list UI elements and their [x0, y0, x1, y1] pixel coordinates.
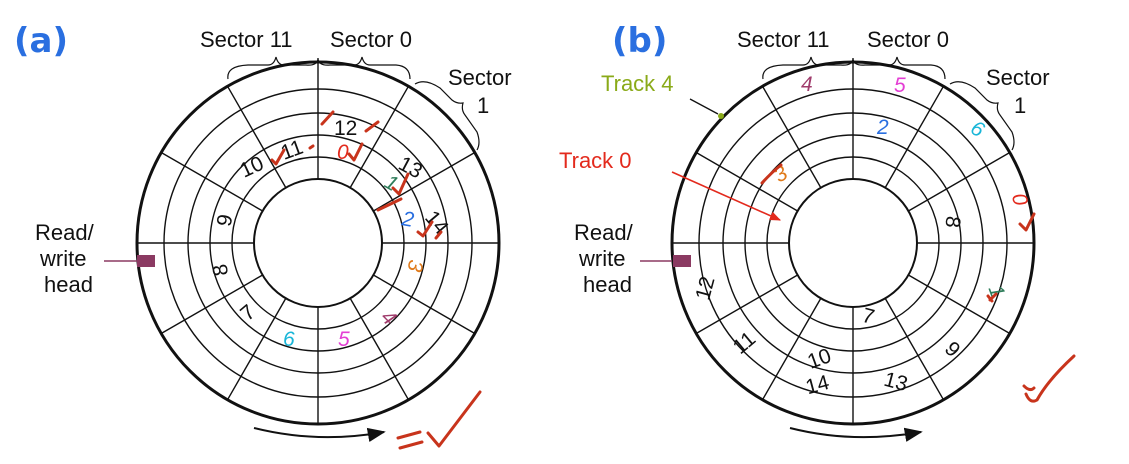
number-b-0: 0: [1007, 191, 1032, 209]
brace-sector-0-a: [317, 56, 411, 80]
number-12: 12: [334, 117, 357, 140]
panel-b: (b) Sector 11 Sector 0 Sector: [559, 21, 1076, 442]
head-label-a-line3: head: [44, 272, 93, 297]
read-write-head-b: [673, 255, 691, 267]
track-4-pointer: [689, 98, 719, 115]
number-0: 0: [337, 141, 349, 164]
number-4: 4: [376, 306, 401, 331]
number-b-5: 5: [894, 74, 906, 97]
number-8: 8: [209, 262, 234, 278]
read-write-head-a: [137, 255, 155, 267]
number-b-7: 7: [860, 304, 877, 329]
track-4-label: Track 4: [601, 71, 674, 96]
number-7: 7: [236, 300, 260, 325]
number-b-12: 12: [691, 274, 719, 303]
number-b-4: 4: [801, 73, 813, 96]
sector-11-label-a: Sector 11: [200, 27, 293, 52]
head-label-b-line2: write: [578, 246, 625, 271]
number-b-9: 9: [940, 337, 965, 362]
brace-sector-1-b: [949, 81, 1015, 151]
brace-sector-1-a: [414, 81, 480, 151]
head-label-a-line2: write: [39, 246, 86, 271]
rotation-arrow-a: [253, 427, 386, 442]
brace-sector-0-b: [852, 56, 946, 80]
handwritten-marks-a: [270, 110, 482, 450]
track-0-label: Track 0: [559, 148, 632, 173]
number-b-11: 11: [729, 327, 760, 359]
track-0-arrow: [671, 171, 782, 221]
rotation-arrow-b: [789, 427, 923, 442]
panel-b-label: (b): [612, 21, 667, 61]
brace-sector-11-b: [762, 56, 854, 80]
panel-a-label: (a): [14, 21, 68, 61]
number-11: 11: [278, 136, 306, 165]
disk-b: [670, 60, 1036, 426]
number-2: 2: [399, 207, 416, 232]
number-b-13: 13: [881, 368, 910, 396]
sector-numbers-a: 12 13 14 11 10 9 8 7 0 1 2 3 4 5 6: [209, 117, 453, 351]
head-label-b-line3: head: [583, 272, 632, 297]
track-4-dot: [718, 113, 724, 119]
number-9: 9: [213, 213, 238, 229]
head-label-b-line1: Read/: [574, 220, 634, 245]
panel-a: (a) Sector 11 Sector 0: [14, 21, 512, 450]
number-b-8: 8: [941, 215, 965, 229]
sector-1-label-a-line2: 1: [477, 93, 489, 118]
brace-sector-11-a: [227, 56, 319, 80]
head-label-a-line1: Read/: [35, 220, 95, 245]
sector-0-label-b: Sector 0: [867, 27, 949, 52]
sector-0-label-a: Sector 0: [330, 27, 412, 52]
handwritten-marks-b: [760, 163, 1076, 403]
number-b-6: 6: [967, 116, 989, 142]
number-b-2: 2: [876, 116, 889, 139]
sector-1-label-b-line2: 1: [1014, 93, 1026, 118]
sector-11-label-b: Sector 11: [737, 27, 830, 52]
sector-1-label-b-line1: Sector: [986, 65, 1050, 90]
number-6: 6: [283, 328, 295, 351]
number-3: 3: [402, 258, 427, 274]
number-5: 5: [338, 328, 350, 351]
sector-1-label-a-line1: Sector: [448, 65, 512, 90]
disk-a: [135, 60, 501, 426]
